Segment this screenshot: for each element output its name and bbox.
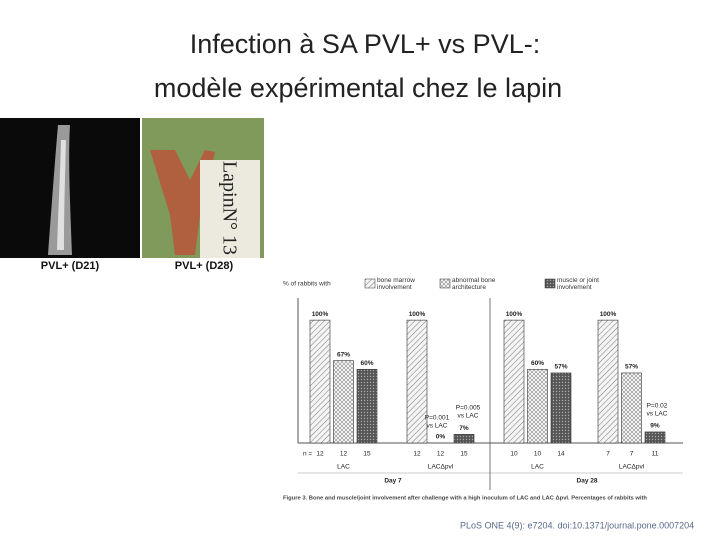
annotation: P=0.02 xyxy=(647,403,668,410)
value-label: 100% xyxy=(506,311,523,318)
value-label: 57% xyxy=(625,364,638,371)
legend-swatch xyxy=(364,278,376,289)
n-label: 15 xyxy=(363,451,371,458)
n-label: 12 xyxy=(340,451,348,458)
bar xyxy=(309,319,331,444)
category-label: LAC xyxy=(337,464,350,471)
bone-photo: LapinN° 13 xyxy=(142,118,264,258)
citation: PLoS ONE 4(9): e7204. doi:10.1371/journa… xyxy=(460,520,694,530)
image-caption: PVL+ (D28) xyxy=(175,260,234,272)
n-prefix: n = xyxy=(303,451,312,458)
n-label: 12 xyxy=(437,451,445,458)
value-label: 100% xyxy=(312,311,329,318)
day-label: Day 7 xyxy=(384,478,402,485)
bar xyxy=(503,319,525,444)
value-label: 7% xyxy=(459,425,469,432)
bar xyxy=(597,319,619,444)
value-label: 100% xyxy=(409,311,426,318)
bar xyxy=(406,319,428,444)
bar-group xyxy=(550,372,572,444)
legend-text: abnormal bone architecture xyxy=(452,277,496,291)
n-label: 15 xyxy=(460,451,468,458)
annotation: vs LAC xyxy=(427,423,448,430)
annotation: P=0.001 xyxy=(425,415,450,422)
bar xyxy=(453,434,475,444)
value-label: 100% xyxy=(600,311,617,318)
bar-group xyxy=(309,319,331,444)
n-label: 10 xyxy=(510,451,518,458)
y-axis-label: % of rabbits with xyxy=(283,281,331,288)
n-label: 7 xyxy=(630,451,634,458)
n-label: 12 xyxy=(316,451,324,458)
day-label: Day 28 xyxy=(577,478,598,485)
bar-group xyxy=(453,434,475,444)
mri-image xyxy=(0,118,140,258)
category-label: LACΔpvl xyxy=(428,464,454,471)
bar-group xyxy=(503,319,525,444)
photo-label: LapinN° 13 xyxy=(218,161,240,255)
value-label: 60% xyxy=(360,360,373,367)
bar-group xyxy=(527,368,548,444)
legend-swatch xyxy=(544,278,556,289)
n-label: 14 xyxy=(557,451,565,458)
bar xyxy=(333,360,354,444)
category-label: LAC xyxy=(531,464,544,471)
bar-group xyxy=(597,319,619,444)
bar-group xyxy=(356,368,378,444)
annotation: P=0.005 xyxy=(456,405,481,412)
bar xyxy=(550,372,572,444)
legend-text: muscle or joint involvement xyxy=(557,277,599,291)
bar xyxy=(621,372,642,444)
n-label: 7 xyxy=(606,451,610,458)
figure-caption: Figure 3. Bone and muscle/joint involvem… xyxy=(283,496,647,502)
legend-entry: muscle or joint involvement xyxy=(557,277,599,291)
legend-swatch xyxy=(439,278,451,289)
bar-group xyxy=(333,360,354,444)
bar-group xyxy=(621,372,642,444)
n-label: 11 xyxy=(652,451,659,458)
value-label: 60% xyxy=(531,360,544,367)
bar xyxy=(356,368,378,444)
image-caption: PVL+ (D21) xyxy=(41,260,100,272)
n-label: 10 xyxy=(534,451,542,458)
value-label: 9% xyxy=(650,423,660,430)
annotation: vs LAC xyxy=(647,411,668,418)
value-label: 57% xyxy=(554,364,567,371)
title-line: Infection à SA PVL+ vs PVL-: xyxy=(190,29,540,59)
legend-entry: abnormal bone architecture xyxy=(452,277,496,291)
bar-group xyxy=(406,319,428,444)
bar xyxy=(527,368,548,444)
legend-entry: bone marrow involvement xyxy=(377,277,415,291)
category-label: LACΔpvl xyxy=(619,464,645,471)
value-label: 67% xyxy=(337,351,350,358)
n-label: 12 xyxy=(413,451,421,458)
bar-group xyxy=(644,431,666,444)
title-line: modèle expérimental chez le lapin xyxy=(154,73,562,103)
annotation: vs LAC xyxy=(458,413,479,420)
value-label: 0% xyxy=(436,434,446,441)
legend-text: bone marrow involvement xyxy=(377,277,415,291)
bar xyxy=(644,431,666,444)
